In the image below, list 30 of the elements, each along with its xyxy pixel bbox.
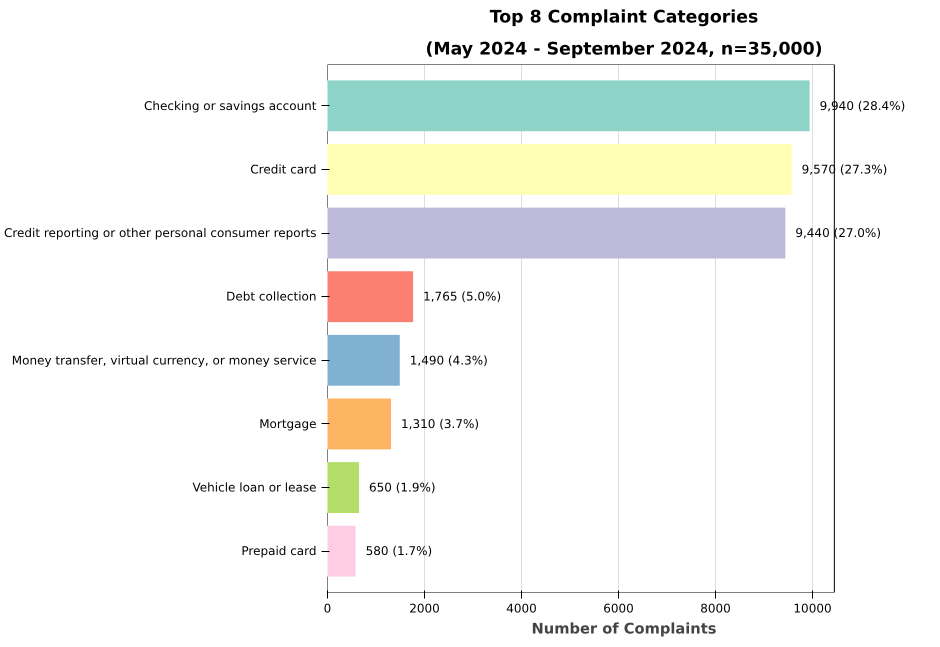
y-tick-label: Credit card (250, 162, 317, 176)
bar (328, 80, 810, 132)
x-axis-title: Number of Complaints (532, 620, 717, 638)
bar (328, 271, 414, 322)
data-label: 1,765 (5.0%) (423, 290, 502, 304)
data-label: 650 (1.9%) (369, 480, 436, 495)
y-tick-label: Mortgage (259, 416, 317, 431)
bar (328, 462, 360, 513)
x-tick-label: 8000 (700, 602, 731, 616)
data-label: 580 (1.7%) (366, 544, 432, 558)
data-label: 1,310 (3.7%) (401, 416, 480, 431)
y-tick-label: Prepaid card (241, 544, 317, 558)
y-tick-label: Vehicle loan or lease (192, 480, 317, 495)
x-tick-label: 6000 (603, 602, 634, 616)
y-tick-label: Debt collection (226, 290, 317, 304)
data-label: 1,490 (4.3%) (410, 353, 488, 368)
y-tick-label: Credit reporting or other personal consumer reports (4, 226, 317, 240)
bar (328, 334, 400, 386)
chart-subtitle: (May 2024 - September 2024, n=35,000) (425, 40, 823, 60)
x-tick-label: 10000 (793, 602, 832, 616)
bar (328, 208, 786, 259)
x-tick-label: 4000 (506, 602, 537, 616)
bar (328, 398, 392, 450)
bar (328, 144, 792, 195)
y-tick-label: Money transfer, virtual currency, or money service (12, 353, 317, 368)
y-tick-label: Checking or savings account (144, 98, 317, 113)
x-tick-label: 2000 (409, 602, 440, 616)
x-tick-label: 0 (324, 602, 332, 616)
bar (328, 526, 356, 577)
chart-title: Top 8 Complaint Categories (490, 8, 758, 28)
